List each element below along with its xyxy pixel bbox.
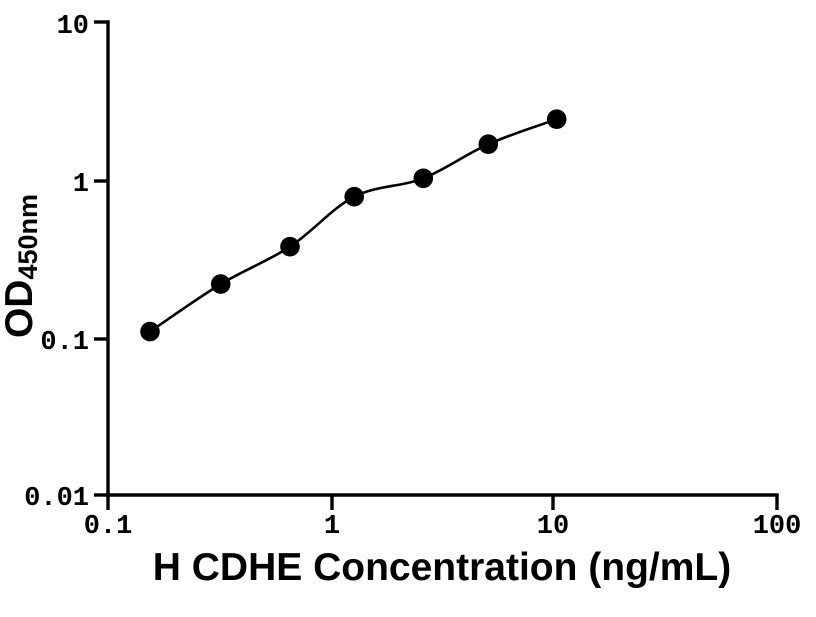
- svg-text:H CDHE Concentration (ng/mL): H CDHE Concentration (ng/mL): [153, 546, 731, 589]
- svg-text:10: 10: [537, 512, 569, 542]
- svg-text:10: 10: [57, 12, 89, 42]
- svg-text:1: 1: [324, 512, 340, 542]
- svg-text:100: 100: [753, 512, 802, 542]
- svg-text:0.01: 0.01: [24, 484, 89, 514]
- svg-text:1: 1: [73, 170, 89, 200]
- svg-text:0.1: 0.1: [40, 328, 89, 358]
- svg-text:0.1: 0.1: [84, 512, 133, 542]
